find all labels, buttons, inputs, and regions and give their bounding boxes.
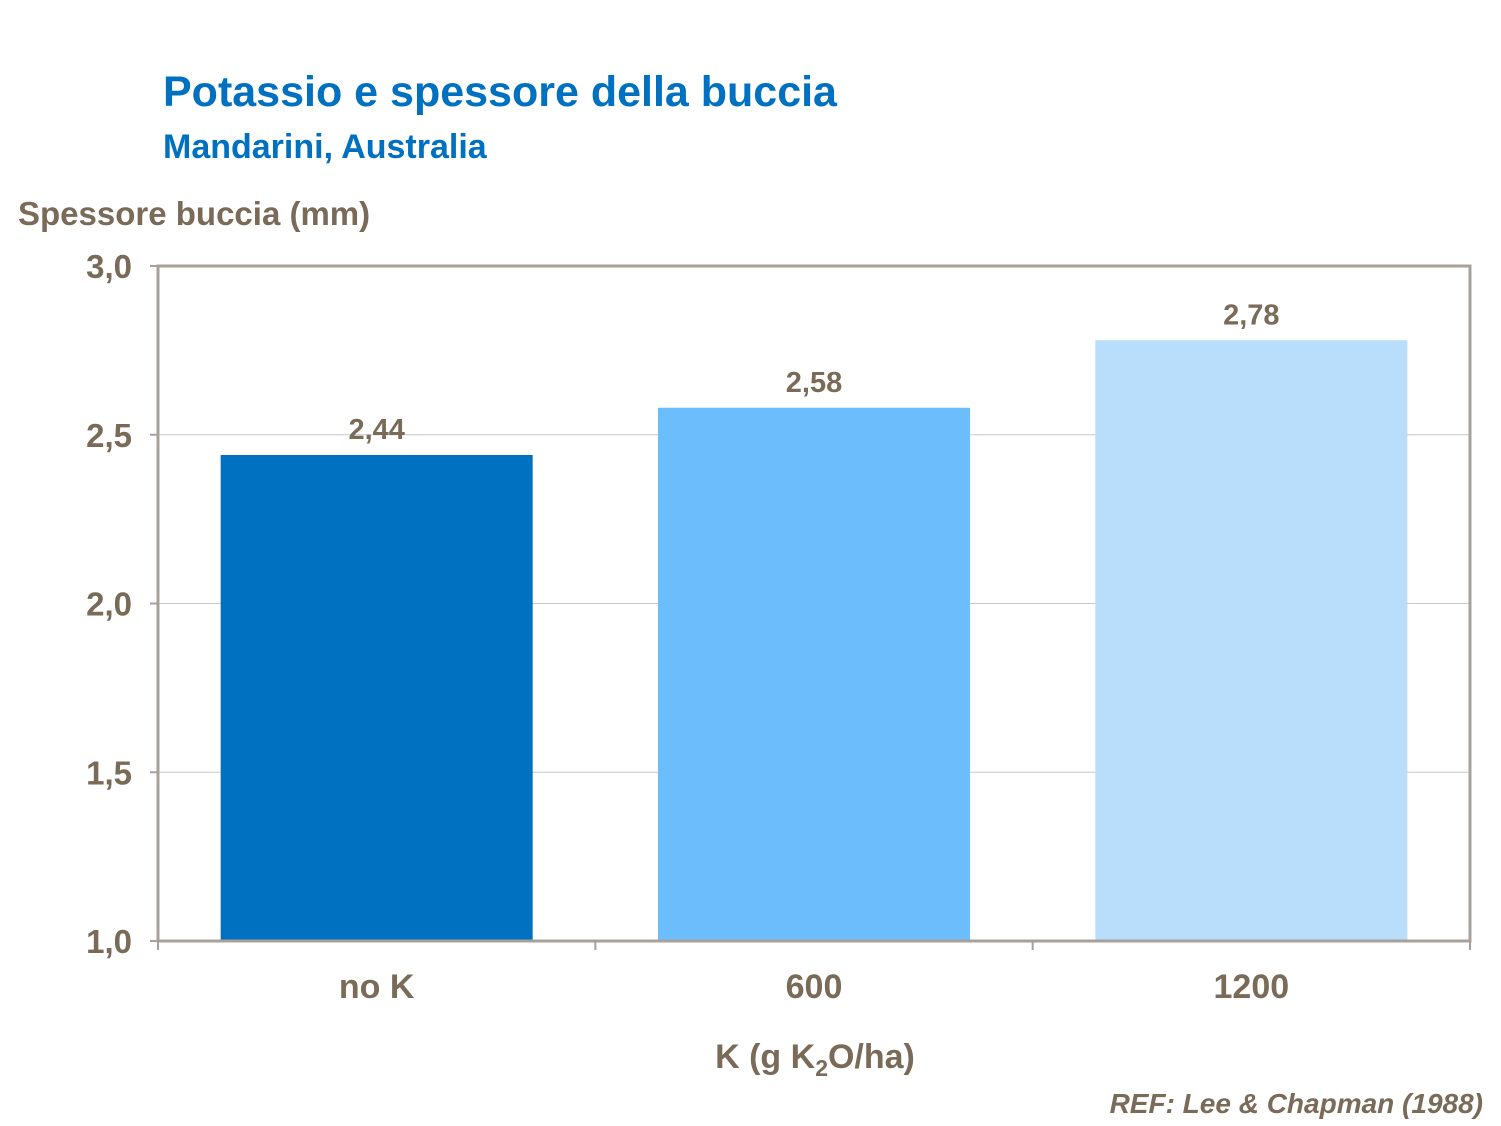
x-axis-label-subscript: 2 [815, 1055, 828, 1081]
y-tick-label: 1,5 [86, 754, 132, 791]
data-labels: 2,44 2,58 2,78 [348, 299, 1279, 446]
x-category-label: 1200 [1214, 968, 1290, 1006]
bar [220, 455, 533, 941]
x-category-label: 600 [786, 968, 843, 1006]
x-axis-ticks: no K 600 1200 [157, 941, 1471, 1006]
data-label: 2,44 [348, 414, 404, 446]
bar [1095, 340, 1408, 941]
y-tick-label: 3,0 [86, 248, 132, 285]
y-tick-label: 2,0 [86, 586, 132, 623]
chart-title: Potassio e spessore della buccia [163, 68, 837, 116]
x-axis-label: K (g K2O/ha) [715, 1038, 915, 1081]
y-axis-ticks: 1,0 1,5 2,0 2,5 3,0 [86, 248, 158, 960]
data-label: 2,58 [786, 367, 842, 399]
bar [658, 407, 970, 941]
x-axis-label-main: K (g K [715, 1038, 816, 1076]
y-tick-label: 1,0 [86, 923, 132, 960]
x-category-label: no K [339, 968, 415, 1006]
chart-subtitle: Mandarini, Australia [163, 128, 487, 166]
reference-note: REF: Lee & Chapman (1988) [1109, 1088, 1483, 1119]
x-axis-label-rest: O/ha) [828, 1038, 915, 1076]
y-axis-label: Spessore buccia (mm) [18, 195, 371, 232]
data-label: 2,78 [1223, 299, 1279, 331]
bars [220, 340, 1408, 941]
y-tick-label: 2,5 [86, 417, 132, 454]
